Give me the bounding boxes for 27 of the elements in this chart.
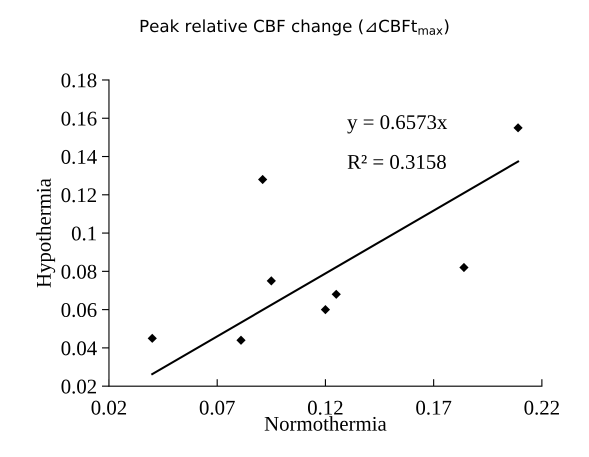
point — [148, 334, 157, 343]
y-tick-label: 0.14 — [61, 150, 97, 164]
point — [459, 262, 469, 272]
point — [266, 276, 276, 286]
y-tick-label: 0.06 — [61, 302, 97, 318]
y-tick-label: 0.08 — [61, 264, 96, 279]
y-tick-label: 0.18 — [61, 73, 96, 88]
y-tick-label: 0.02 — [61, 380, 96, 394]
x-tick-label: 0.02 — [92, 400, 126, 415]
point — [332, 290, 341, 299]
y-tick-label: 0.12 — [61, 188, 96, 202]
annotation: y = 0.6573x — [347, 115, 448, 134]
point — [258, 174, 268, 184]
y-tick-label: 0.16 — [61, 112, 97, 126]
y-tick-label: 0.04 — [61, 341, 97, 356]
annotation: R² = 0.3158 — [348, 154, 446, 170]
y-tick-label: 0.1 — [72, 226, 96, 241]
x-tick-label: 0.17 — [416, 400, 452, 415]
x-axis-title: Normothermia — [264, 416, 386, 431]
point — [513, 123, 523, 132]
x-tick-label: 0.07 — [200, 400, 235, 415]
x-tick-label: 0.22 — [524, 400, 559, 415]
point — [236, 336, 246, 345]
point — [320, 305, 330, 314]
y-axis-title: Hypothermia — [36, 178, 56, 288]
chart-title: Peak relative CBF change (⊿CBFt$_{max}$) — [140, 19, 448, 36]
x-tick-label: 0.12 — [308, 400, 343, 415]
